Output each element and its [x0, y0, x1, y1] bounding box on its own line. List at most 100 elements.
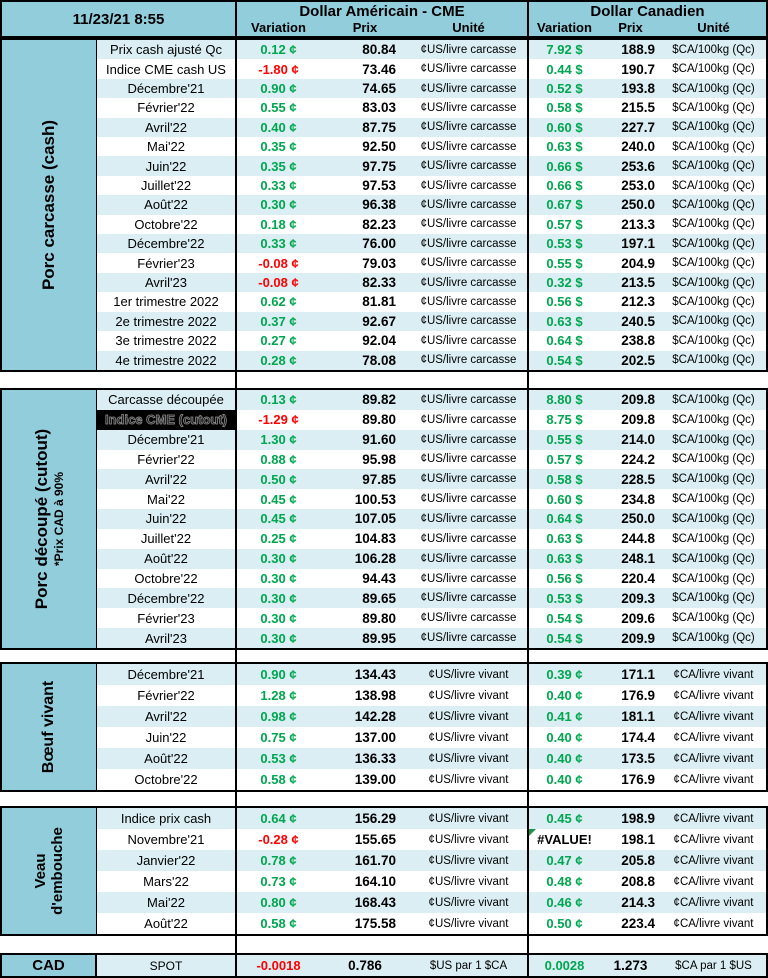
cad-unit-cell[interactable]: $CA/100kg (Qc) — [672, 334, 755, 347]
cad-variation-cell[interactable]: 0.47 ¢ — [527, 850, 600, 871]
usd-variation-cell[interactable]: 0.30 ¢ — [235, 195, 320, 215]
spot-usd-unit-cell[interactable]: $US par 1 $CA — [429, 959, 508, 972]
cad-variation-cell[interactable]: 0.60 $ — [527, 489, 600, 510]
cad-variation-cell[interactable]: 0.53 $ — [527, 588, 600, 609]
cad-unit-cell[interactable]: $CA/100kg (Qc) — [672, 473, 755, 486]
usd-unit-cell[interactable]: ¢US/livre carcasse — [420, 43, 517, 56]
spot-group-label[interactable]: CAD — [2, 955, 97, 976]
usd-variation-cell[interactable]: 1.30 ¢ — [235, 429, 320, 450]
cad-unit-cell[interactable]: $CA/100kg (Qc) — [672, 354, 755, 367]
row-label-cell[interactable]: Décembre'21 — [127, 667, 205, 682]
cad-price-cell[interactable]: 197.1 — [621, 236, 655, 252]
row-label-cell[interactable]: Mai'22 — [147, 895, 185, 910]
usd-unit-cell[interactable]: ¢US/livre carcasse — [420, 393, 517, 406]
usd-price-cell[interactable]: 81.81 — [362, 294, 396, 310]
cad-variation-cell[interactable]: 0.66 $ — [527, 175, 600, 196]
row-label-cell[interactable]: 3e trimestre 2022 — [115, 333, 217, 349]
cad-price-cell[interactable]: 214.0 — [621, 432, 655, 448]
row-label-cell[interactable]: Février'22 — [137, 688, 195, 703]
cad-price-cell[interactable]: 174.4 — [621, 730, 655, 745]
usd-variation-cell[interactable]: -0.08 ¢ — [235, 272, 320, 293]
cad-unit-cell[interactable]: $CA/100kg (Qc) — [672, 552, 755, 565]
cad-variation-cell[interactable]: 0.40 ¢ — [527, 685, 600, 706]
cad-variation-cell[interactable]: 0.54 $ — [527, 350, 600, 370]
row-label-cell[interactable]: Février'23 — [137, 610, 195, 626]
cad-unit-cell[interactable]: ¢CA/livre vivant — [673, 668, 754, 681]
usd-variation-cell[interactable]: 0.90 ¢ — [235, 664, 320, 685]
usd-price-cell[interactable]: 100.53 — [354, 491, 396, 507]
cad-variation-cell[interactable]: 0.40 ¢ — [527, 727, 600, 748]
usd-price-cell[interactable]: 156.29 — [354, 811, 396, 826]
cad-price-cell[interactable]: 209.6 — [621, 610, 655, 626]
cad-variation-cell[interactable]: 0.64 $ — [527, 509, 600, 529]
cad-variation-cell[interactable]: 0.48 ¢ — [527, 871, 600, 892]
cad-price-cell[interactable]: 223.4 — [621, 916, 655, 931]
cad-unit-cell[interactable]: $CA/100kg (Qc) — [672, 413, 755, 426]
usd-variation-cell[interactable]: 0.18 ¢ — [235, 214, 320, 235]
usd-variation-cell[interactable]: -0.28 ¢ — [235, 829, 320, 850]
usd-price-cell[interactable]: 92.04 — [362, 333, 396, 349]
usd-price-cell[interactable]: 164.10 — [354, 874, 396, 889]
cad-variation-cell[interactable]: 8.75 $ — [527, 409, 600, 430]
usd-price-cell[interactable]: 89.80 — [362, 610, 396, 626]
row-label-cell[interactable]: Juin'22 — [145, 511, 187, 527]
row-label-cell[interactable]: Indice prix cash — [120, 811, 212, 826]
usd-unit-cell[interactable]: ¢US/livre carcasse — [420, 63, 517, 76]
usd-variation-cell[interactable]: 0.35 ¢ — [235, 156, 320, 176]
usd-price-cell[interactable]: 161.70 — [354, 853, 396, 868]
usd-variation-cell[interactable]: 0.30 ¢ — [235, 608, 320, 629]
usd-price-cell[interactable]: 91.60 — [362, 432, 396, 448]
usd-price-cell[interactable]: 89.80 — [362, 412, 396, 428]
usd-unit-cell[interactable]: ¢US/livre vivant — [428, 854, 509, 867]
usd-unit-cell[interactable]: ¢US/livre carcasse — [420, 82, 517, 95]
usd-unit-cell[interactable]: ¢US/livre carcasse — [420, 334, 517, 347]
cad-price-cell[interactable]: 209.9 — [621, 630, 655, 646]
usd-unit-cell[interactable]: ¢US/livre carcasse — [420, 354, 517, 367]
row-label-cell[interactable]: 1er trimestre 2022 — [113, 294, 219, 310]
row-label-cell[interactable]: Août'22 — [144, 916, 188, 931]
usd-price-cell[interactable]: 92.67 — [362, 313, 396, 329]
cad-price-cell[interactable]: 209.3 — [621, 590, 655, 606]
usd-unit-cell[interactable]: ¢US/livre vivant — [428, 875, 509, 888]
cad-unit-cell[interactable]: $CA/100kg (Qc) — [672, 295, 755, 308]
cad-variation-cell[interactable]: 0.57 $ — [527, 449, 600, 470]
usd-unit-cell[interactable]: ¢US/livre carcasse — [420, 552, 517, 565]
row-label-cell[interactable]: Octobre'22 — [134, 772, 198, 787]
usd-price-cell[interactable]: 138.98 — [354, 688, 396, 703]
usd-unit-cell[interactable]: ¢US/livre carcasse — [420, 612, 517, 625]
usd-price-cell[interactable]: 76.00 — [362, 236, 396, 252]
usd-unit-cell[interactable]: ¢US/livre vivant — [428, 917, 509, 930]
cad-price-cell[interactable]: 238.8 — [621, 333, 655, 349]
usd-variation-cell[interactable]: 0.53 ¢ — [235, 748, 320, 769]
cad-price-cell[interactable]: 212.3 — [621, 294, 655, 310]
usd-variation-cell[interactable]: 0.45 ¢ — [235, 489, 320, 510]
usd-unit-cell[interactable]: ¢US/livre vivant — [428, 668, 509, 681]
usd-variation-cell[interactable]: 0.25 ¢ — [235, 528, 320, 549]
row-label-cell[interactable]: Octobre'22 — [134, 216, 198, 232]
usd-variation-cell[interactable]: 0.98 ¢ — [235, 706, 320, 727]
cad-variation-cell[interactable]: #VALUE! — [527, 829, 600, 850]
usd-unit-cell[interactable]: ¢US/livre carcasse — [420, 160, 517, 173]
cad-variation-cell[interactable]: 0.54 $ — [527, 608, 600, 629]
usd-price-cell[interactable]: 97.53 — [362, 178, 396, 194]
cad-unit-cell[interactable]: $CA/100kg (Qc) — [672, 179, 755, 192]
cad-price-cell[interactable]: 213.3 — [621, 216, 655, 232]
cad-unit-cell[interactable]: $CA/100kg (Qc) — [672, 257, 755, 270]
usd-price-cell[interactable]: 136.33 — [354, 751, 396, 766]
row-label-cell[interactable]: Avril'22 — [145, 119, 187, 135]
cad-variation-cell[interactable]: 0.45 ¢ — [527, 808, 600, 829]
usd-price-cell[interactable]: 83.03 — [362, 100, 396, 116]
cad-price-cell[interactable]: 176.9 — [621, 772, 655, 787]
cad-price-cell[interactable]: 213.5 — [621, 275, 655, 291]
row-label-cell[interactable]: Indice CME cash US — [106, 61, 226, 77]
cad-variation-cell[interactable]: 0.41 ¢ — [527, 706, 600, 727]
cad-price-cell[interactable]: 250.0 — [621, 511, 655, 527]
usd-variation-cell[interactable]: 0.40 ¢ — [235, 117, 320, 138]
cad-price-cell[interactable]: 198.9 — [621, 811, 655, 826]
cad-price-cell[interactable]: 202.5 — [621, 352, 655, 368]
row-label-cell[interactable]: Février'23 — [137, 255, 195, 271]
usd-unit-cell[interactable]: ¢US/livre carcasse — [420, 433, 517, 446]
cad-variation-cell[interactable]: 0.32 $ — [527, 272, 600, 293]
usd-variation-cell[interactable]: -1.29 ¢ — [235, 409, 320, 430]
spot-cad-unit-cell[interactable]: $CA par 1 $US — [675, 959, 752, 972]
